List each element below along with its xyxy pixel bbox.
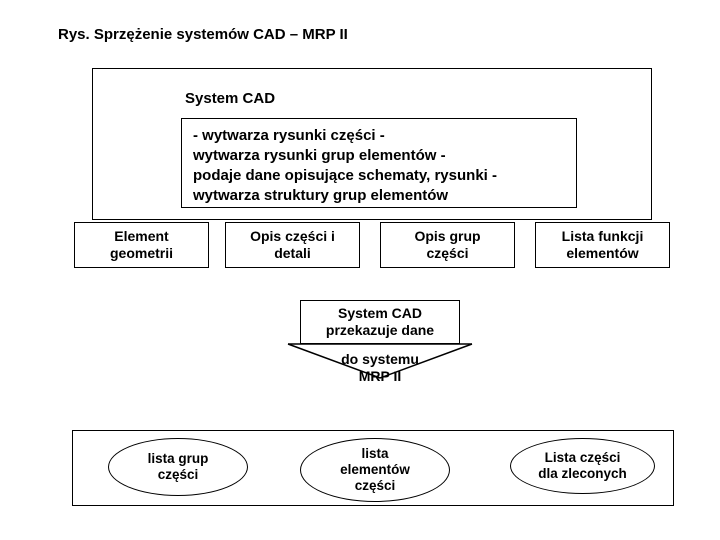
ellipse-lista-grup: lista grup części [108,438,248,496]
ellipse-lista-elementow: lista elementów części [300,438,450,502]
mrp-label: do systemu MRP II [330,350,430,386]
ellipse-lista-czesci-zleconych: Lista części dla zleconych [510,438,655,494]
